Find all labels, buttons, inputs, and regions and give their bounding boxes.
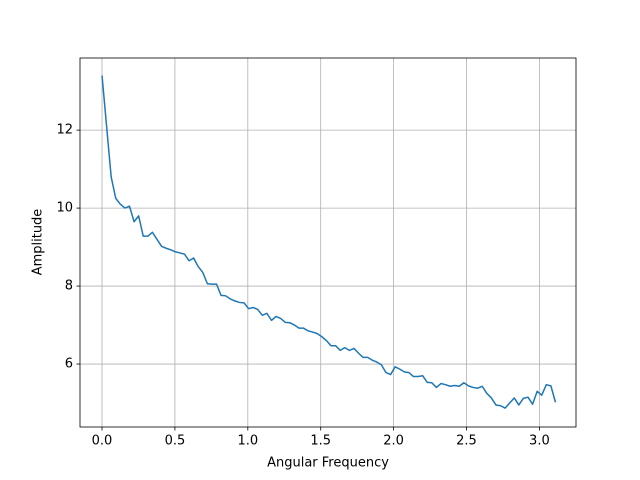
x-tick-label: 2.5 bbox=[456, 434, 477, 449]
x-tick-label: 0.0 bbox=[92, 434, 113, 449]
y-axis-label: Amplitude bbox=[31, 209, 46, 276]
data-line bbox=[101, 75, 557, 409]
x-tick-label: 1.5 bbox=[310, 434, 331, 449]
x-tick-label: 3.0 bbox=[529, 434, 550, 449]
x-axis-label: Angular Frequency bbox=[267, 456, 389, 471]
x-tick-label: 0.5 bbox=[165, 434, 186, 449]
y-tick-label: 12 bbox=[56, 123, 73, 138]
x-tick-label: 1.0 bbox=[237, 434, 258, 449]
x-tick-label: 2.0 bbox=[383, 434, 404, 449]
y-tick-label: 6 bbox=[65, 357, 73, 372]
y-tick-label: 8 bbox=[65, 279, 73, 294]
y-tick-label: 10 bbox=[56, 201, 73, 216]
plot-frame bbox=[79, 57, 577, 428]
